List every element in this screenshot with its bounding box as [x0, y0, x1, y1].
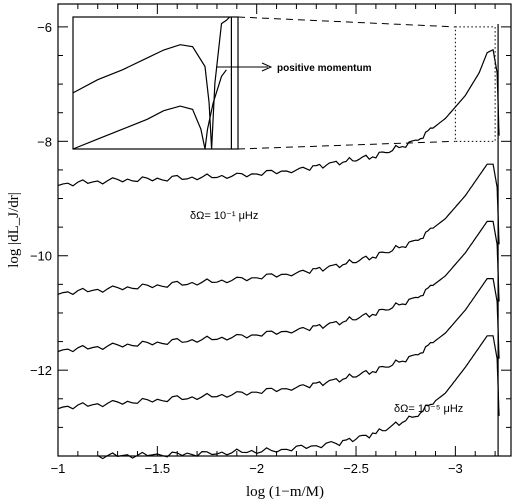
x-tick-labels: −1 −1.5 −2 −2.5 −3: [51, 461, 463, 476]
plot-frame: [57, 3, 512, 457]
zoom-region: [237, 16, 496, 150]
inset-plot: [72, 16, 273, 150]
arrow-head-icon: [261, 62, 273, 72]
inset-annotation: positive momentum: [277, 63, 372, 74]
series-line-1: [57, 48, 500, 187]
y-axis-label: log |dL_J/dr|: [6, 192, 22, 268]
annotation-top: δΩ= 10⁻¹ μHz: [190, 210, 258, 222]
series-line-4: [57, 278, 500, 410]
annotation-bottom: δΩ= 10⁻⁵ μHz: [394, 403, 463, 415]
series-line-2: [57, 163, 500, 296]
series-group: [57, 24, 500, 460]
x-tick-label: −2: [249, 461, 264, 476]
y-tick-label: −12: [30, 363, 52, 378]
x-tick-label: −3: [448, 461, 463, 476]
series-line-5: [97, 335, 500, 460]
zoom-connector-top: [237, 16, 456, 28]
zoom-connector-bottom: [237, 140, 456, 150]
y-tick-label: −6: [37, 20, 52, 35]
y-tick-label: −10: [30, 249, 52, 264]
inset-frame: [72, 16, 239, 150]
y-tick-label: −8: [37, 134, 52, 149]
x-tick-label: −1.5: [145, 461, 171, 476]
inset-curve-1: [72, 16, 231, 150]
x-tick-label: −2.5: [343, 461, 369, 476]
inset-curve-2: [72, 69, 227, 150]
zoom-box: [454, 26, 496, 142]
x-tick-label: −1: [51, 461, 66, 476]
series-line-3: [57, 220, 500, 353]
y-tick-labels: −6 −8 −10 −12: [30, 20, 52, 378]
x-axis-label: log (1−m/M): [246, 484, 324, 500]
